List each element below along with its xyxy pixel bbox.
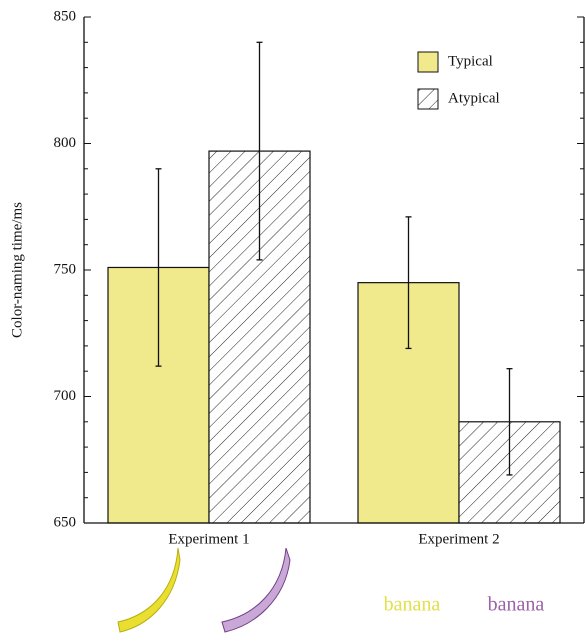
y-tick-label: 750 bbox=[54, 261, 77, 277]
purple-banana bbox=[221, 547, 291, 633]
banana-images bbox=[117, 547, 291, 633]
y-tick-label: 850 bbox=[54, 8, 77, 24]
legend-swatch bbox=[417, 88, 439, 110]
error-bar bbox=[256, 41, 263, 261]
y-tick-label: 650 bbox=[54, 514, 77, 530]
yellow-banana bbox=[117, 547, 181, 633]
legend-label: Atypical bbox=[448, 90, 500, 106]
y-axis-label: Color-naming time/ms bbox=[9, 202, 25, 338]
x-tick-label: Experiment 1 bbox=[168, 531, 249, 547]
legend-label: Typical bbox=[448, 53, 493, 69]
x-tick-label: Experiment 2 bbox=[418, 531, 499, 547]
error-bar bbox=[155, 168, 162, 367]
y-tick-label: 700 bbox=[54, 388, 77, 404]
legend-swatch bbox=[417, 51, 439, 73]
stimulus-word: banana bbox=[488, 594, 545, 616]
stimulus-word: banana bbox=[384, 594, 441, 616]
error-bar bbox=[405, 216, 412, 350]
y-tick-label: 800 bbox=[54, 135, 77, 151]
error-bar bbox=[506, 368, 513, 476]
